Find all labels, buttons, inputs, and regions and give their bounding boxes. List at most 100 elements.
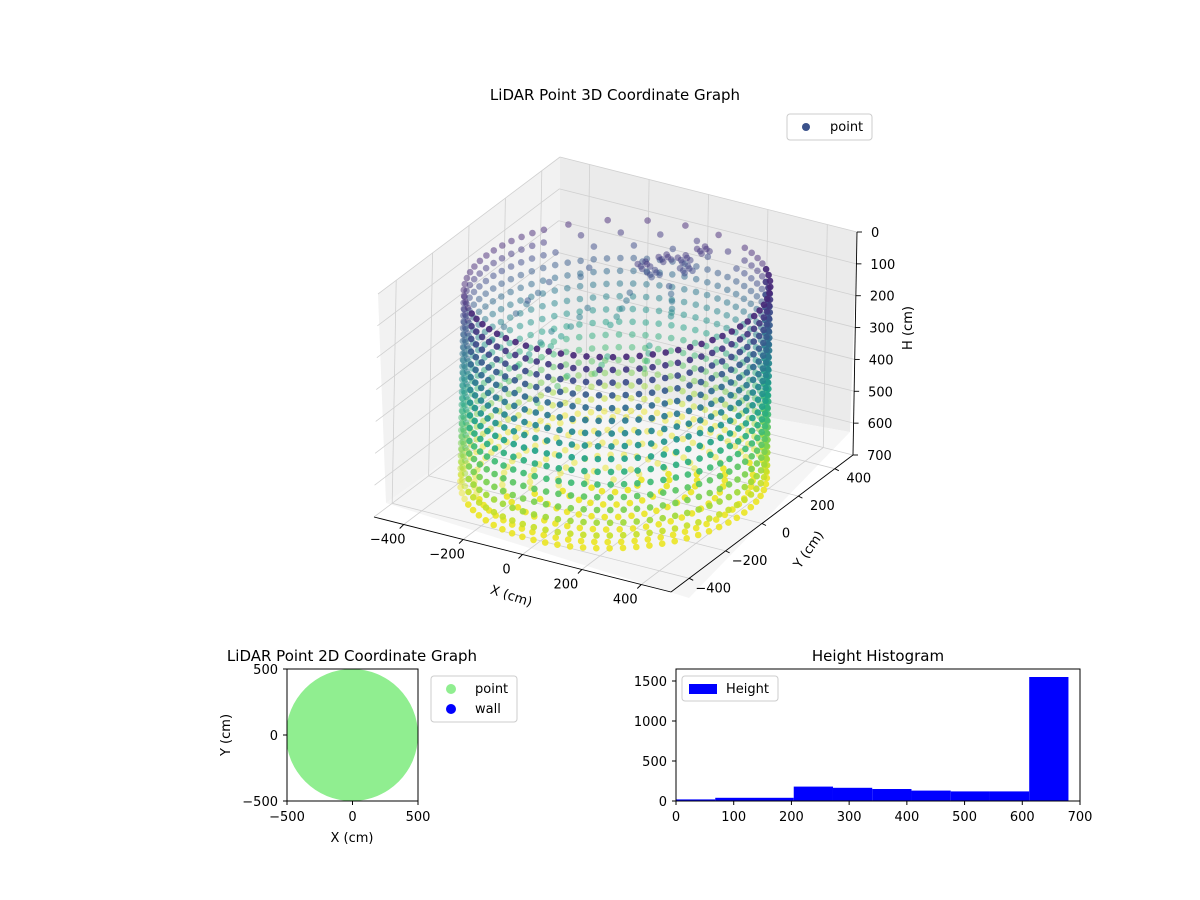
y-tick	[761, 523, 767, 526]
data-point	[748, 465, 755, 473]
data-point	[636, 352, 643, 360]
data-point	[462, 406, 470, 414]
data-point	[533, 383, 540, 391]
data-point	[733, 265, 740, 272]
axes-frame-histogram	[675, 668, 1081, 802]
data-point	[482, 303, 489, 310]
data-point	[734, 463, 741, 471]
data-point	[483, 440, 491, 448]
data-point	[671, 512, 679, 520]
data-point	[748, 427, 756, 435]
data-point	[726, 468, 733, 475]
data-point	[724, 248, 732, 255]
data-point	[475, 512, 483, 519]
data-point	[595, 404, 603, 412]
data-point	[657, 534, 664, 541]
data-point	[707, 413, 715, 420]
data-point	[500, 436, 508, 444]
data-point	[712, 453, 719, 461]
data-point	[466, 281, 474, 289]
data-point	[607, 481, 614, 488]
data-point	[466, 412, 474, 419]
data-point	[634, 260, 641, 268]
data-point	[522, 342, 530, 350]
data-point	[721, 426, 729, 434]
data-point	[628, 356, 636, 364]
data-point	[499, 513, 507, 520]
data-point	[741, 496, 748, 504]
data-point	[540, 226, 548, 234]
data-point	[459, 477, 466, 484]
histogram-bar	[872, 789, 912, 801]
data-point	[607, 455, 615, 463]
data-point	[556, 439, 563, 447]
data-point	[674, 254, 682, 261]
data-point	[482, 277, 490, 285]
data-point	[593, 506, 601, 514]
data-point	[643, 357, 651, 365]
data-point	[510, 440, 517, 448]
data-point	[678, 400, 686, 408]
data-point	[541, 539, 549, 546]
data-point	[762, 265, 770, 273]
data-point	[544, 373, 552, 381]
data-point	[643, 269, 651, 276]
data-point	[613, 313, 620, 321]
data-point	[468, 310, 476, 317]
gridline	[377, 156, 561, 295]
data-point	[499, 481, 506, 489]
data-point	[693, 245, 701, 253]
data-point	[595, 417, 602, 425]
data-point	[501, 398, 509, 406]
data-point	[741, 509, 748, 516]
data-point	[674, 372, 681, 379]
data-point	[518, 233, 525, 241]
data-point	[544, 386, 552, 393]
x-tick-label: −500	[269, 810, 305, 825]
data-point	[695, 493, 703, 501]
histogram-bar	[793, 786, 833, 801]
data-point	[622, 379, 630, 386]
data-point	[671, 537, 678, 545]
data-point	[620, 493, 628, 501]
data-point	[542, 488, 550, 495]
data-point	[718, 370, 726, 378]
data-point	[543, 462, 550, 470]
data-point	[758, 403, 766, 411]
data-point	[734, 476, 741, 483]
data-point	[648, 389, 656, 397]
data-point	[602, 331, 609, 339]
data-point	[509, 466, 517, 473]
y-tick-label: 1500	[634, 675, 667, 690]
y-axis-label-3d: Y (cm)	[790, 528, 827, 572]
gridline	[585, 164, 591, 388]
data-point	[629, 305, 637, 313]
data-point	[492, 407, 500, 414]
data-point	[527, 331, 534, 339]
data-point	[563, 335, 570, 343]
data-point	[759, 352, 767, 360]
data-point	[532, 409, 540, 416]
histogram-bar	[832, 787, 873, 801]
data-point	[576, 313, 583, 321]
data-point	[498, 280, 505, 288]
data-point	[589, 307, 597, 314]
data-point	[628, 369, 635, 377]
data-point	[530, 498, 538, 506]
data-point	[691, 465, 698, 472]
data-point	[602, 306, 610, 313]
data-point	[736, 336, 744, 343]
data-point	[672, 474, 680, 481]
data-point	[696, 455, 703, 462]
data-point	[577, 537, 585, 545]
data-point	[608, 404, 616, 412]
data-point	[623, 297, 630, 304]
data-point	[735, 412, 742, 420]
y-tick-label: 1000	[634, 715, 667, 730]
data-point	[749, 414, 756, 422]
data-point	[763, 429, 771, 437]
data-point	[563, 297, 571, 305]
data-point	[575, 372, 582, 379]
data-point	[764, 391, 771, 399]
